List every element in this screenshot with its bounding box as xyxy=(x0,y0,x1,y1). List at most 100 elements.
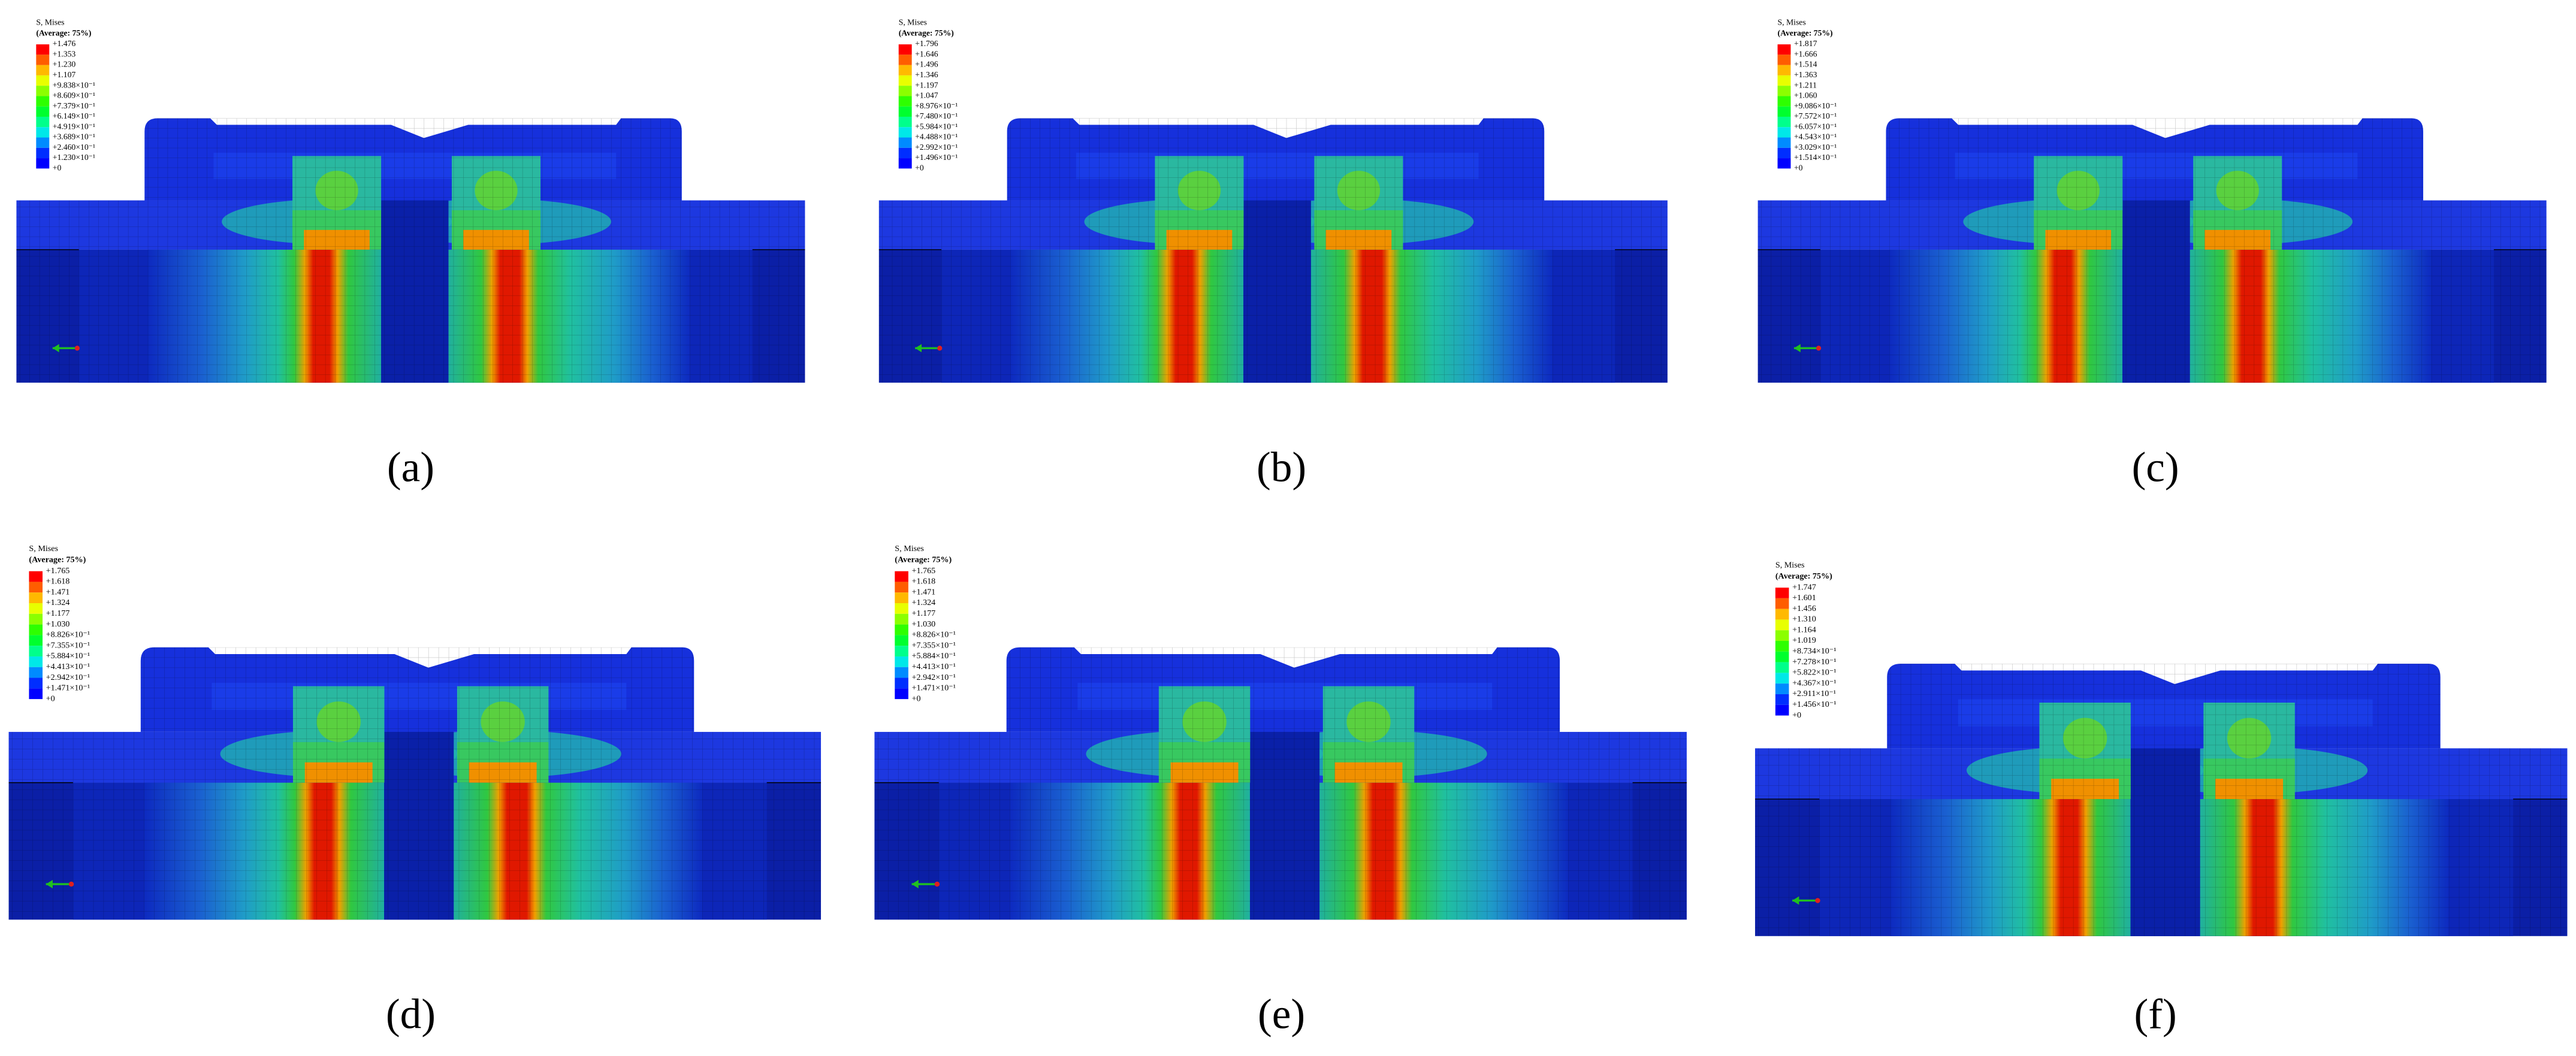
legend-label: +4.413×10⁻¹ xyxy=(46,662,90,671)
legend-swatch xyxy=(36,147,50,159)
legend-swatch xyxy=(36,106,50,117)
legend-swatch xyxy=(1777,75,1791,86)
legend-label: +6.057×10⁻¹ xyxy=(1794,122,1837,131)
legend-label: +7.572×10⁻¹ xyxy=(1794,111,1837,120)
legend-swatch xyxy=(1777,65,1791,75)
legend-label: +1.765 xyxy=(46,566,70,576)
legend-label: +7.278×10⁻¹ xyxy=(1792,657,1836,667)
legend-label: +1.514×10⁻¹ xyxy=(1794,153,1837,162)
legend-swatch xyxy=(898,106,912,117)
legend-label: +2.911×10⁻¹ xyxy=(1792,689,1836,698)
legend-label: +1.514 xyxy=(1794,60,1817,69)
legend-swatch xyxy=(895,635,908,646)
legend-swatch xyxy=(36,158,50,169)
legend-label: +8.826×10⁻¹ xyxy=(46,630,90,640)
legend-swatch xyxy=(895,677,908,689)
legend-label: +5.884×10⁻¹ xyxy=(912,651,956,661)
legend-label: +1.765 xyxy=(912,566,936,576)
legend-swatch xyxy=(29,656,43,667)
legend-swatch xyxy=(36,116,50,128)
legend-swatch xyxy=(1775,673,1789,684)
legend-label: +1.019 xyxy=(1792,636,1816,645)
panel: S, Mises(Average: 75%)+1.796+1.646 +1.496… xyxy=(878,18,1669,384)
stress-contour-model xyxy=(15,117,807,384)
legend-label: +1.211 xyxy=(1794,80,1817,89)
legend-label: +8.976×10⁻¹ xyxy=(915,101,958,110)
legend-subtitle: (Average: 75%) xyxy=(1778,28,1833,38)
legend-swatch xyxy=(895,582,908,593)
legend-label: +2.460×10⁻¹ xyxy=(53,143,95,152)
legend-swatch xyxy=(1777,137,1791,148)
legend-swatch xyxy=(29,582,43,593)
legend-label: +1.618 xyxy=(46,577,70,586)
legend-swatch xyxy=(36,55,50,65)
legend-label: +1.030 xyxy=(46,619,70,629)
legend-subtitle: (Average: 75%) xyxy=(899,28,954,38)
legend-label: +8.826×10⁻¹ xyxy=(912,630,956,640)
legend-swatch xyxy=(1777,55,1791,65)
legend-swatch xyxy=(29,571,43,582)
legend-label: +4.488×10⁻¹ xyxy=(915,132,958,141)
panel: S, Mises(Average: 75%)+1.747+1.601+1.456… xyxy=(1754,561,2569,937)
legend-label: +7.379×10⁻¹ xyxy=(53,101,95,110)
legend-swatch xyxy=(898,44,912,55)
legend-swatch xyxy=(898,55,912,65)
legend-label: +2.992×10⁻¹ xyxy=(915,143,958,152)
legend-label: +1.197 xyxy=(915,80,938,89)
legend-label: +1.476 xyxy=(53,39,76,48)
panel: S, Mises(Average: 75%)+1.765+1.618+1.471… xyxy=(7,544,822,921)
legend-swatch xyxy=(898,116,912,128)
legend-label: +0 xyxy=(915,163,924,172)
panel: S, Mises(Average: 75%)+1.817+1.666 +1.514… xyxy=(1756,18,2548,384)
legend-swatch xyxy=(898,86,912,96)
legend-swatch xyxy=(1775,651,1789,662)
legend-label: +1.164 xyxy=(1792,625,1816,634)
legend-swatch xyxy=(36,96,50,107)
legend-label: +4.543×10⁻¹ xyxy=(1794,132,1837,141)
legend-label: +1.456×10⁻¹ xyxy=(1792,700,1836,709)
legend-swatch xyxy=(895,667,908,678)
legend-swatch xyxy=(895,592,908,604)
legend-label: +1.324 xyxy=(46,598,70,607)
legend-swatch xyxy=(29,677,43,689)
legend-swatch xyxy=(29,688,43,700)
legend-label: +0 xyxy=(1794,163,1803,172)
legend-swatch xyxy=(898,96,912,107)
legend-label: +1.646 xyxy=(915,49,938,58)
legend-label: +1.363 xyxy=(1794,70,1817,79)
legend-swatch xyxy=(898,75,912,86)
legend-label: +2.942×10⁻¹ xyxy=(46,673,90,682)
legend-label: +1.030 xyxy=(912,619,936,629)
legend-swatch xyxy=(1775,704,1789,716)
legend-swatch xyxy=(1777,96,1791,107)
legend-swatch xyxy=(1777,44,1791,55)
legend-label: +1.177 xyxy=(46,609,70,618)
legend-label: +1.471 xyxy=(46,587,70,597)
legend-swatch xyxy=(29,613,43,625)
legend-swatch xyxy=(1777,158,1791,169)
legend-swatch xyxy=(1775,609,1789,620)
legend-label: +7.355×10⁻¹ xyxy=(46,640,90,650)
legend-swatch xyxy=(29,624,43,636)
legend-label: +5.984×10⁻¹ xyxy=(915,122,958,131)
legend-swatch xyxy=(1777,127,1791,138)
panel: S, Mises(Average: 75%)+1.765+1.618+1.471… xyxy=(873,544,1688,921)
panel: S, Mises(Average: 75%)+1.476+1.353 +1.230… xyxy=(15,18,807,384)
legend-swatch xyxy=(1775,598,1789,609)
legend-label: +3.689×10⁻¹ xyxy=(53,132,95,141)
legend-swatch xyxy=(895,571,908,582)
caption: (d) xyxy=(386,990,436,1037)
legend-swatch xyxy=(898,158,912,169)
legend-swatch xyxy=(1775,662,1789,673)
legend-swatch xyxy=(895,613,908,625)
legend-swatch xyxy=(1777,116,1791,128)
legend-swatch xyxy=(895,688,908,700)
legend-label: +1.456 xyxy=(1792,604,1816,613)
legend-label: +1.601 xyxy=(1792,593,1816,603)
legend-title: S, Mises xyxy=(1778,18,1806,27)
legend-label: +1.796 xyxy=(915,39,938,48)
caption: (e) xyxy=(1258,990,1305,1037)
stress-contour-model xyxy=(878,117,1669,384)
legend-swatch xyxy=(36,65,50,75)
legend-label: +8.734×10⁻¹ xyxy=(1792,646,1836,656)
